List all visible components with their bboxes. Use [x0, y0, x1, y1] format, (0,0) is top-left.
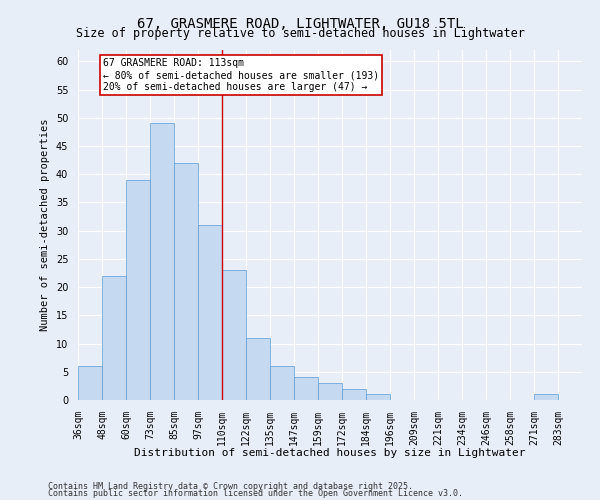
Text: 67 GRASMERE ROAD: 113sqm
← 80% of semi-detached houses are smaller (193)
20% of : 67 GRASMERE ROAD: 113sqm ← 80% of semi-d… [103, 58, 379, 92]
Text: Contains public sector information licensed under the Open Government Licence v3: Contains public sector information licen… [48, 489, 463, 498]
Text: 67, GRASMERE ROAD, LIGHTWATER, GU18 5TL: 67, GRASMERE ROAD, LIGHTWATER, GU18 5TL [137, 18, 463, 32]
Bar [126, 180, 150, 400]
Bar [150, 124, 174, 400]
Bar [534, 394, 558, 400]
Bar [246, 338, 270, 400]
Bar [318, 383, 342, 400]
Bar [222, 270, 246, 400]
Bar [78, 366, 102, 400]
Bar [366, 394, 390, 400]
Y-axis label: Number of semi-detached properties: Number of semi-detached properties [40, 118, 50, 331]
X-axis label: Distribution of semi-detached houses by size in Lightwater: Distribution of semi-detached houses by … [134, 448, 526, 458]
Bar [294, 378, 318, 400]
Bar [198, 225, 222, 400]
Bar [270, 366, 294, 400]
Bar [174, 163, 198, 400]
Text: Size of property relative to semi-detached houses in Lightwater: Size of property relative to semi-detach… [76, 28, 524, 40]
Bar [342, 388, 366, 400]
Bar [102, 276, 126, 400]
Text: Contains HM Land Registry data © Crown copyright and database right 2025.: Contains HM Land Registry data © Crown c… [48, 482, 413, 491]
